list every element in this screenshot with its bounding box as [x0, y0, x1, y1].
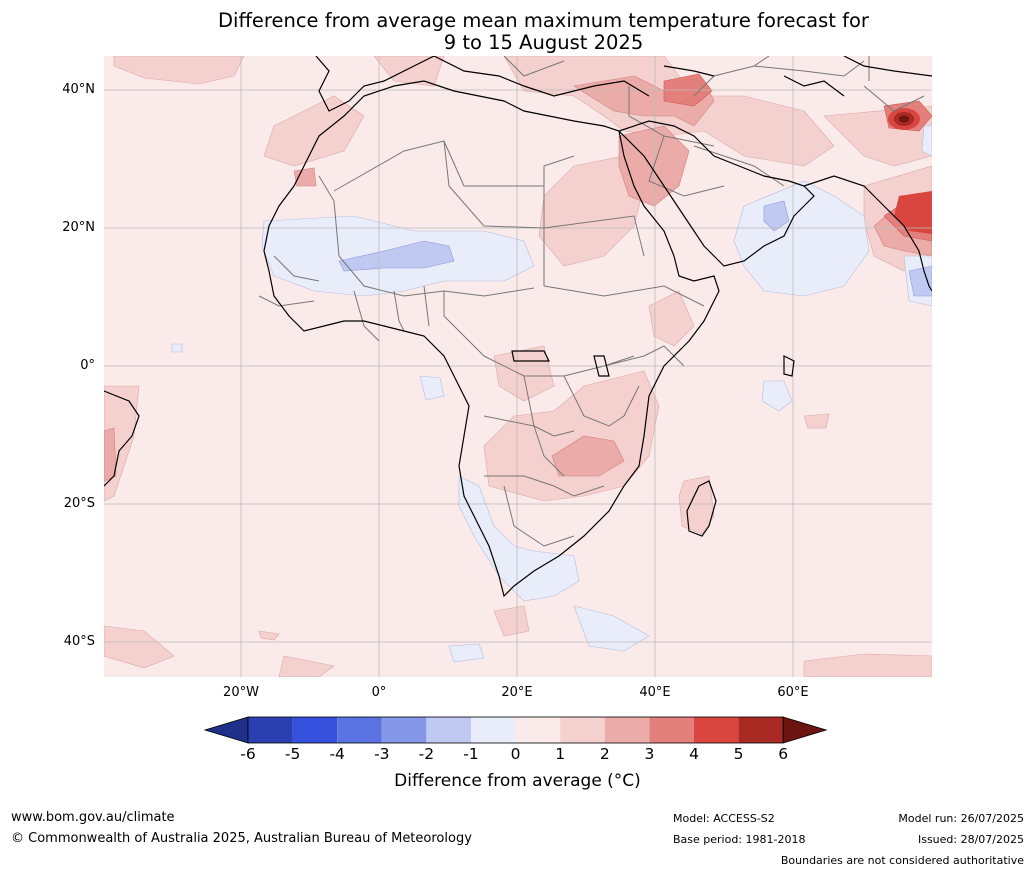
- anomaly-negative-2-to-1-regions: [338, 200, 932, 297]
- map-title: Difference from average mean maximum tem…: [0, 10, 1035, 54]
- colorbar-bin: [248, 717, 293, 743]
- lon-label-60e: 60°E: [777, 685, 809, 700]
- colorbar-tick-label: 4: [689, 745, 699, 763]
- lon-label-20e: 20°E: [501, 685, 533, 700]
- colorbar-bin: [381, 717, 427, 743]
- lat-label-40n: 40°N: [62, 82, 95, 97]
- country-borders: [258, 56, 925, 547]
- colorbar-bin: [649, 717, 694, 743]
- colorbar-extend-low: [204, 716, 249, 744]
- footer-model-run: Model run: 26/07/2025: [898, 812, 1024, 825]
- footer-model: Model: ACCESS-S2: [673, 812, 775, 825]
- footer-disclaimer: Boundaries are not considered authoritat…: [780, 854, 1024, 867]
- lat-label-40s: 40°S: [63, 634, 95, 649]
- colorbar-bin: [694, 717, 739, 743]
- colorbar-tick-label: -6: [240, 745, 256, 763]
- lon-label-0: 0°: [371, 685, 387, 700]
- colorbar-title: Difference from average (°C): [394, 771, 641, 791]
- graticule: [104, 56, 932, 677]
- colorbar-bin: [604, 717, 650, 743]
- colorbar-tick-label: -3: [374, 745, 390, 763]
- lat-label-0: 0°: [80, 358, 95, 373]
- colorbar-tick-label: 3: [644, 745, 655, 763]
- colorbar-bin: [426, 717, 471, 743]
- colorbar-tick-label: 5: [733, 745, 744, 763]
- colorbar: [204, 716, 828, 744]
- colorbar-bin: [292, 717, 338, 743]
- colorbar-tick-label: 1: [555, 745, 566, 763]
- lon-label-40e: 40°E: [639, 685, 671, 700]
- map-canvas: [104, 56, 932, 677]
- lat-label-20n: 20°N: [62, 220, 95, 235]
- title-line-2: 9 to 15 August 2025: [443, 31, 644, 54]
- colorbar-bin: [515, 717, 561, 743]
- lat-label-20s: 20°S: [63, 496, 95, 511]
- colorbar-bin: [337, 717, 382, 743]
- colorbar-tick-label: -5: [284, 745, 301, 763]
- colorbar-tick-label: -2: [418, 745, 435, 763]
- colorbar-swatches: [204, 716, 828, 744]
- colorbar-tick-label: -4: [329, 745, 345, 763]
- colorbar-tick-label: 2: [599, 745, 610, 763]
- forecast-map: [104, 56, 932, 677]
- anomaly-high-regions: [888, 108, 932, 234]
- colorbar-tick-label: 6: [778, 745, 789, 763]
- footer-url[interactable]: www.bom.gov.au/climate: [11, 810, 175, 825]
- colorbar-bin: [738, 717, 784, 743]
- colorbar-frame: [247, 716, 784, 744]
- colorbar-tick-label: -1: [463, 745, 479, 763]
- footer-copyright: © Commonwealth of Australia 2025, Austra…: [11, 831, 472, 846]
- footer-issued: Issued: 28/07/2025: [917, 833, 1024, 846]
- footer-base-period: Base period: 1981-2018: [673, 833, 806, 846]
- title-line-1: Difference from average mean maximum tem…: [218, 9, 869, 32]
- colorbar-extend-high: [782, 716, 828, 744]
- colorbar-bin: [560, 717, 605, 743]
- colorbar-bin: [471, 717, 516, 743]
- lon-label-20w: 20°W: [223, 685, 259, 700]
- colorbar-tick-label: 0: [510, 745, 521, 763]
- coastlines: [104, 56, 932, 598]
